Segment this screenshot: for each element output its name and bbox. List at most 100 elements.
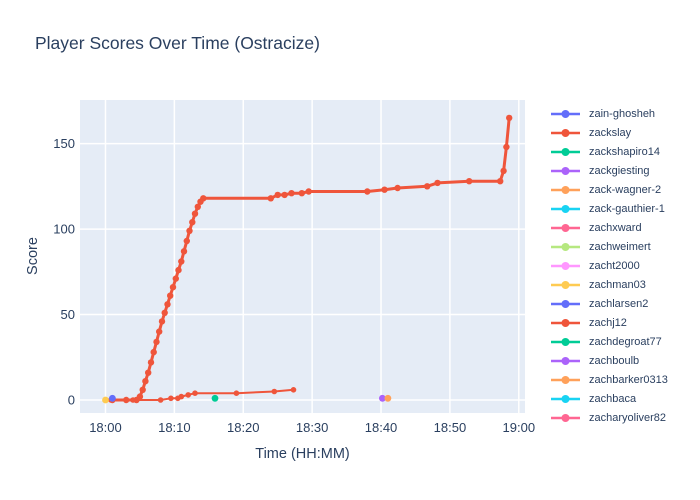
y-axis-tick-label: 0 (68, 393, 75, 408)
series-marker (142, 378, 149, 385)
legend: zain-ghosheh zackslay zackshapiro14 zackgie… (549, 104, 668, 424)
legend-item-label: zackgiesting (589, 164, 650, 177)
legend-item-zack-wagner-2[interactable]: zack-wagner-2 (549, 180, 668, 199)
series-marker (281, 191, 288, 199)
series-marker (178, 393, 185, 400)
legend-swatch-icon (551, 166, 580, 175)
legend-item-zain-ghosheh[interactable]: zain-ghosheh (549, 104, 668, 123)
legend-item-zackgiesting[interactable]: zackgiesting (549, 161, 668, 180)
series-marker (379, 394, 386, 402)
series-marker (156, 328, 163, 335)
series-marker (150, 348, 157, 356)
series-marker (158, 318, 166, 325)
series-marker (167, 292, 174, 299)
legend-item-label: zack-gauthier-1 (589, 202, 665, 215)
series-marker (172, 275, 179, 282)
plot-area[interactable] (80, 100, 525, 413)
series-zackslay (109, 114, 513, 404)
legend-item-zachxward[interactable]: zachxward (549, 218, 668, 237)
legend-item-label: zacht2000 (589, 259, 640, 272)
legend-swatch-icon (551, 356, 580, 365)
series-marker (194, 203, 201, 210)
series-marker (139, 386, 146, 393)
series-marker (109, 394, 116, 402)
legend-item-label: zain-ghosheh (589, 107, 656, 120)
series-marker (381, 186, 388, 193)
legend-item-label: zachbarker0313 (589, 373, 668, 386)
legend-item-zachbarker0313[interactable]: zachbarker0313 (549, 370, 668, 389)
series-marker (434, 179, 441, 187)
legend-item-zack-gauthier-1[interactable]: zack-gauthier-1 (549, 199, 668, 218)
legend-item-label: zackshapiro14 (589, 145, 660, 158)
y-axis-tick-label: 50 (61, 307, 75, 322)
legend-item-zacharyoliver82[interactable]: zacharyoliver82 (549, 408, 668, 424)
legend-item-zachman03[interactable]: zachman03 (549, 275, 668, 294)
chart-title: Player Scores Over Time (Ostracize) (35, 33, 320, 53)
series-marker (153, 338, 160, 346)
series-marker (233, 390, 240, 397)
legend-swatch-icon (551, 413, 580, 422)
series-marker (175, 266, 182, 274)
series-marker (192, 390, 198, 397)
series-marker (180, 248, 188, 255)
x-axis-tick-label: 18:20 (227, 420, 260, 435)
series-zachj12 (108, 387, 297, 403)
series-marker (364, 188, 371, 195)
series-zain-ghosheh (109, 394, 116, 402)
legend-swatch-icon (551, 242, 580, 251)
legend-item-zachboulb[interactable]: zachboulb (549, 351, 668, 370)
x-axis-tick-label: 18:50 (434, 420, 467, 435)
series-marker (178, 258, 185, 265)
series-marker (288, 190, 295, 197)
series-marker (271, 388, 278, 395)
series-zachman03 (102, 396, 109, 404)
legend-item-zachweimert[interactable]: zachweimert (549, 237, 668, 256)
series-marker (424, 183, 431, 190)
legend-item-label: zachlarsen2 (589, 297, 649, 310)
legend-item-label: zachdegroat77 (589, 335, 662, 348)
series-marker (147, 359, 155, 366)
series-marker (305, 188, 312, 195)
legend-item-zachdegroat77[interactable]: zachdegroat77 (549, 332, 668, 351)
series-zackshapiro14 (211, 394, 219, 402)
x-axis-tick-label: 18:00 (89, 420, 122, 435)
series-marker (161, 309, 168, 316)
x-axis-tick-label: 18:10 (158, 420, 191, 435)
x-axis-title: Time (HH:MM) (255, 446, 350, 462)
series-marker (466, 178, 473, 185)
series-marker (145, 369, 152, 376)
series-marker (164, 301, 171, 308)
legend-swatch-icon (551, 109, 580, 118)
series-zack-wagner-2 (384, 394, 392, 402)
legend-swatch-icon (551, 337, 580, 346)
x-axis-tick-label: 18:30 (296, 420, 329, 435)
y-axis-tick-label: 150 (53, 136, 75, 151)
series-marker (200, 195, 207, 202)
series-marker (168, 395, 174, 402)
legend-item-label: zachman03 (589, 278, 646, 291)
legend-item-label: zachboulb (589, 354, 640, 367)
legend-item-zachj12[interactable]: zachj12 (549, 313, 668, 332)
series-marker (290, 387, 297, 393)
legend-item-zackshapiro14[interactable]: zackshapiro14 (549, 142, 668, 161)
legend-swatch-icon (551, 185, 580, 194)
legend-item-zachlarsen2[interactable]: zachlarsen2 (549, 294, 668, 313)
series-marker (169, 284, 177, 291)
series-zackgiesting (379, 394, 386, 402)
legend-item-label: zackslay (589, 126, 632, 139)
series-marker (186, 227, 193, 234)
series-marker (497, 178, 504, 185)
legend-item-zackslay[interactable]: zackslay (549, 123, 668, 142)
legend-item-zachbaca[interactable]: zachbaca (549, 389, 668, 408)
legend-swatch-icon (551, 223, 580, 232)
legend-swatch-icon (551, 128, 580, 137)
legend-swatch-icon (551, 280, 580, 289)
series-marker (102, 396, 109, 404)
legend-swatch-icon (551, 261, 580, 270)
series-marker (394, 184, 401, 192)
y-axis-tick-label: 100 (53, 222, 75, 237)
legend-swatch-icon (551, 375, 580, 384)
series-marker (211, 394, 219, 402)
legend-item-zacht2000[interactable]: zacht2000 (549, 256, 668, 275)
